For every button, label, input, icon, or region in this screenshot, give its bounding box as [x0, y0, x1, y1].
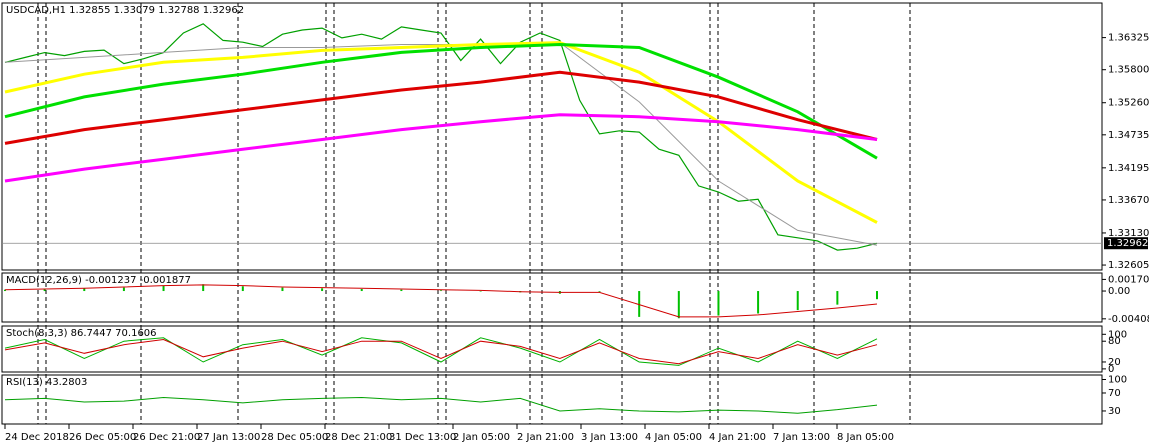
histogram-bar: [241, 286, 244, 292]
y-tick-label: 1.32605: [1108, 260, 1149, 271]
histogram-bar: [598, 291, 601, 292]
session-separators: [37, 3, 911, 424]
y-tick-label: 1.33130: [1108, 228, 1149, 239]
rsi-panel: [1, 374, 1103, 425]
histogram-bar: [400, 289, 403, 292]
series-line: [4, 23, 878, 251]
series-line: [4, 42, 878, 160]
x-tick-label: 8 Jan 05:00: [837, 432, 894, 443]
x-tick-label: 4 Jan 05:00: [645, 432, 702, 443]
histogram-bar: [440, 290, 442, 292]
macd-panel: [1, 272, 1103, 323]
y-tick-label: 1.35260: [1108, 98, 1149, 109]
series-line: [4, 113, 878, 183]
histogram-bar: [162, 285, 165, 292]
series-line: [4, 41, 878, 224]
histogram-bar: [321, 288, 324, 292]
histogram-bar: [122, 287, 125, 292]
y-tick-label: 1.36325: [1108, 33, 1149, 44]
panel-title: Stoch(8,3,3) 86.7447 70.1606: [6, 328, 157, 339]
x-tick-label: 27 Jan 13:00: [197, 432, 260, 443]
series-line: [4, 337, 878, 366]
y-tick-label: 1.35800: [1108, 65, 1149, 76]
panel-title: USDCAD,H1 1.32855 1.33079 1.32788 1.3296…: [6, 5, 244, 16]
series-line: [4, 70, 878, 145]
histogram-bar: [836, 291, 839, 305]
histogram-bar: [281, 287, 284, 292]
y-tick-label: 80: [1108, 336, 1121, 347]
x-tick-label: 31 Dec 13:00: [389, 432, 456, 443]
histogram-bar: [757, 291, 760, 314]
x-tick-label: 26 Dec 05:00: [69, 432, 136, 443]
histogram-bar: [479, 291, 482, 292]
panel-title: RSI(13) 43.2803: [6, 377, 87, 388]
series-line: [4, 396, 878, 414]
histogram-bar: [360, 288, 363, 292]
y-tick-label: -0.004083: [1108, 314, 1149, 325]
histogram-bar: [876, 291, 878, 300]
series-line: [4, 284, 878, 318]
y-tick-label: 0: [1108, 364, 1114, 375]
x-tick-label: 2 Jan 21:00: [517, 432, 574, 443]
series-line: [4, 338, 878, 365]
y-tick-label: 1.34195: [1108, 163, 1149, 174]
x-tick-label: 28 Dec 05:00: [261, 432, 328, 443]
y-tick-label: 100: [1108, 329, 1127, 340]
histogram-bar: [202, 284, 205, 292]
stoch-panel: [1, 325, 1103, 373]
y-tick-label: 70: [1108, 388, 1121, 399]
x-tick-label: 24 Dec 2018: [5, 432, 69, 443]
y-tick-label: 0.001708: [1108, 274, 1149, 285]
x-tick-label: 3 Jan 13:00: [581, 432, 638, 443]
histogram-bar: [677, 291, 680, 319]
y-tick-label: 1.34735: [1108, 130, 1149, 141]
y-tick-label: 30: [1108, 406, 1121, 417]
x-tick-label: 2 Jan 05:00: [453, 432, 510, 443]
y-tick-label: 100: [1108, 374, 1127, 385]
y-tick-label: 1.33670: [1108, 195, 1149, 206]
y-tick-label: 0.00: [1108, 286, 1130, 297]
histogram-bar: [83, 288, 86, 292]
x-tick-label: 7 Jan 13:00: [773, 432, 830, 443]
x-tick-label: 26 Dec 21:00: [133, 432, 200, 443]
last-price-box: [1104, 237, 1148, 250]
histogram-bar: [796, 291, 799, 311]
histogram-bar: [717, 291, 720, 316]
panel-title: MACD(12,26,9) -0.001237 -0.001877: [6, 275, 191, 286]
last-price-label: 1.32962: [1107, 238, 1148, 249]
histogram-bar: [638, 291, 641, 317]
x-tick-label: 4 Jan 21:00: [709, 432, 766, 443]
histogram-bar: [43, 288, 46, 292]
histogram-bar: [4, 289, 6, 292]
x-tick-label: 28 Dec 21:00: [325, 432, 392, 443]
y-tick-label: 20: [1108, 357, 1121, 368]
price-panel: [1, 2, 1103, 271]
